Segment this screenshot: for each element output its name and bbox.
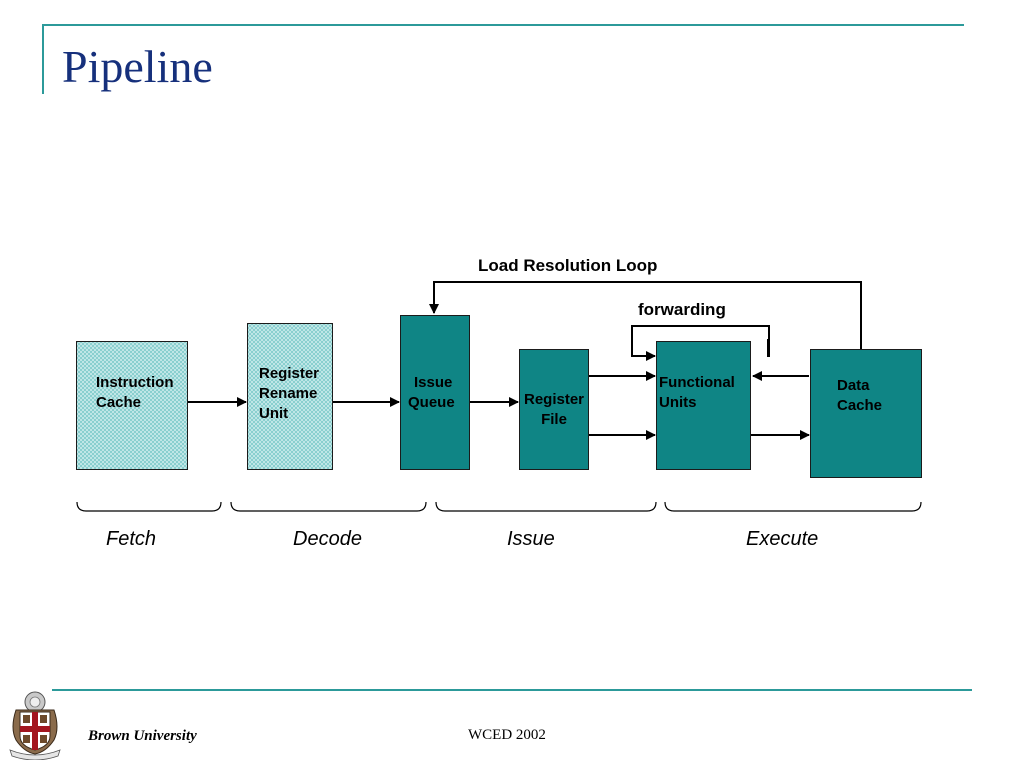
forwarding-loop-path [631, 325, 770, 361]
stage-fetch: Fetch [106, 528, 157, 550]
stage-execute: Execute [746, 528, 819, 550]
instruction-cache-label-1: Instruction [96, 374, 174, 391]
brace-execute [664, 501, 922, 512]
register-rename-label-3: Unit [259, 405, 289, 422]
data-cache-label-1: Data [837, 377, 870, 394]
brown-university-seal-icon [9, 691, 61, 760]
register-rename-label-2: Rename [259, 385, 318, 402]
load-resolution-loop-label: Load Resolution Loop [478, 256, 658, 275]
brace-decode [230, 501, 427, 512]
functional-units-label-1: Functional [659, 374, 735, 391]
slide-title: Pipeline [62, 41, 213, 92]
issue-queue-label-1: Issue [414, 374, 453, 391]
instruction-cache-block [76, 341, 188, 470]
data-cache-label-2: Cache [837, 397, 883, 414]
top-rule [44, 24, 964, 26]
bottom-rule [52, 689, 972, 691]
brace-fetch [76, 501, 222, 512]
functional-units-block [656, 341, 751, 470]
register-rename-unit-block [247, 323, 333, 470]
forwarding-label: forwarding [638, 300, 726, 319]
instruction-cache-label-2: Cache [96, 394, 142, 411]
stage-decode: Decode [293, 528, 362, 550]
data-cache-block [810, 349, 922, 478]
functional-units-label-2: Units [659, 394, 697, 411]
stage-issue: Issue [507, 528, 555, 550]
register-file-label-2: File [541, 411, 567, 428]
issue-queue-block [400, 315, 470, 470]
register-file-label-1: Register [523, 391, 585, 408]
footer-event: WCED 2002 [468, 727, 546, 743]
left-rule [42, 24, 44, 94]
load-resolution-loop-path [429, 281, 862, 349]
register-file-block [519, 349, 589, 470]
issue-queue-label-2: Queue [408, 394, 455, 411]
register-rename-label-1: Register [259, 365, 320, 382]
brace-issue [435, 501, 657, 512]
footer-university: Brown University [88, 728, 197, 744]
